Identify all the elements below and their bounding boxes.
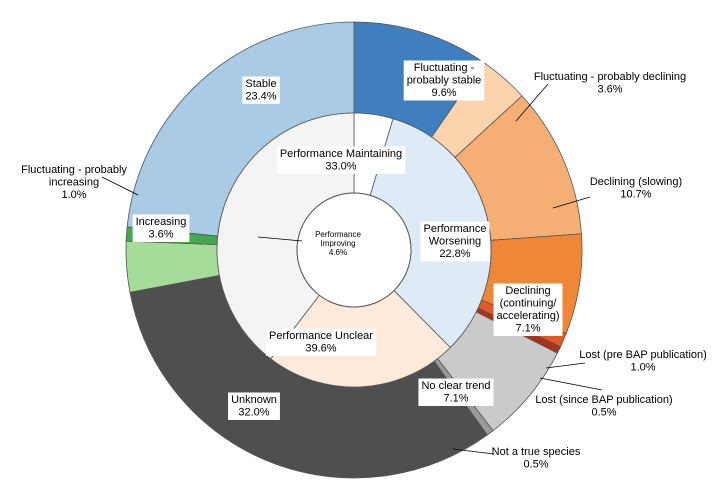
label-boxes [132,60,563,420]
outer-label-fluctuating-probably-declining-value: 3.6% [597,84,622,96]
outer-label-no-clear-trend-value: 7.1% [443,393,468,405]
outer-label-lost-since-bap-publication-line-1: Lost (since BAP publication) [535,394,672,406]
outer-label-declining-slowing-line-1: Declining (slowing) [590,176,682,188]
outer-label-declining-slowing: Declining (slowing)10.7% [590,176,682,201]
inner-label-performance-improving-leader [257,236,303,242]
outer-label-lost-since-bap-publication-value: 0.5% [591,407,616,419]
outer-label-lost-pre-bap-publication-line-1: Lost (pre BAP publication) [579,349,707,361]
outer-label-declining-continuing-accelerating-line-1: Declining [505,285,550,297]
inner-label-performance-improving-box [312,228,365,259]
outer-label-increasing-line-1: Increasing [136,216,187,228]
leader-lines [101,83,603,455]
outer-label-fluctuating-probably-increasing-line-2: increasing [49,177,99,189]
outer-label-not-a-true-species-line-1: Not a true species [492,446,581,458]
outer-label-declining-slowing-leader [552,196,591,209]
inner-label-performance-worsening-value: 22.8% [439,248,470,260]
outer-label-not-a-true-species-value: 0.5% [523,459,548,471]
data-labels: Fluctuating -probably stable9.6%Fluctuat… [21,62,707,471]
inner-label-performance-worsening-line-2: Worsening [429,236,481,248]
outer-label-stable-line-1: Stable [245,78,276,90]
outer-label-not-a-true-species-leader [452,448,495,455]
outer-label-unknown-box [228,392,280,420]
outer-label-declining-continuing-accelerating-value: 7.1% [515,323,540,335]
outer-label-declining-continuing-accelerating-line-2: (continuing/ [500,298,558,310]
inner-label-performance-maintaining-box [276,146,406,174]
outer-label-lost-pre-bap-publication: Lost (pre BAP publication)1.0% [579,349,707,374]
inner-label-performance-worsening-box [420,221,490,262]
inner-label-performance-worsening-line-1: Performance [424,223,487,235]
outer-label-fluctuating-probably-stable-line-2: probably stable [407,75,482,87]
inner-label-performance-unclear-line-1: Performance Unclear [269,330,373,342]
outer-label-declining-continuing-accelerating-line-3: accelerating) [497,310,560,322]
outer-label-stable-box [242,76,280,104]
outer-label-declining-continuing-accelerating-box [493,283,563,336]
outer-label-fluctuating-probably-stable-value: 9.6% [431,87,456,99]
inner-label-performance-improving-value: 4.6% [329,248,347,257]
outer-label-unknown-line-1: Unknown [231,394,277,406]
inner-label-performance-improving-line-1: Performance [315,230,361,239]
outer-label-fluctuating-probably-stable-box [403,60,485,101]
outer-label-stable-value: 23.4% [245,91,276,103]
outer-label-declining-slowing-value: 10.7% [620,189,651,201]
outer-label-fluctuating-probably-increasing-line-1: Fluctuating - probably [21,164,127,176]
outer-label-unknown-value: 32.0% [238,407,269,419]
outer-label-lost-since-bap-publication-leader [539,377,603,391]
outer-label-lost-pre-bap-publication-value: 1.0% [630,362,655,374]
outer-label-lost-since-bap-publication: Lost (since BAP publication)0.5% [535,394,672,419]
outer-label-fluctuating-probably-stable-line-1: Fluctuating - [414,62,475,74]
outer-label-declining-continuing-accelerating: Declining(continuing/accelerating)7.1% [497,285,560,335]
outer-label-increasing-box [132,214,190,242]
inner-label-performance-maintaining-line-1: Performance Maintaining [280,148,402,160]
outer-label-lost-pre-bap-publication-leader [545,362,586,369]
outer-label-fluctuating-probably-increasing-leader [101,176,139,196]
outer-label-fluctuating-probably-declining-leader [515,83,549,122]
outer-label-no-clear-trend-line-1: No clear trend [421,380,490,392]
inner-label-performance-unclear-value: 39.6% [305,343,336,355]
inner-label-performance-unclear-box [266,328,377,356]
inner-label-performance-maintaining-value: 33.0% [325,161,356,173]
inner-label-performance-improving-line-2: Improving [320,239,355,248]
outer-label-increasing-value: 3.6% [148,229,173,241]
outer-label-fluctuating-probably-declining-line-1: Fluctuating - probably declining [534,71,686,83]
outer-label-fluctuating-probably-increasing-value: 1.0% [61,189,86,201]
outer-label-no-clear-trend-box [418,378,494,406]
